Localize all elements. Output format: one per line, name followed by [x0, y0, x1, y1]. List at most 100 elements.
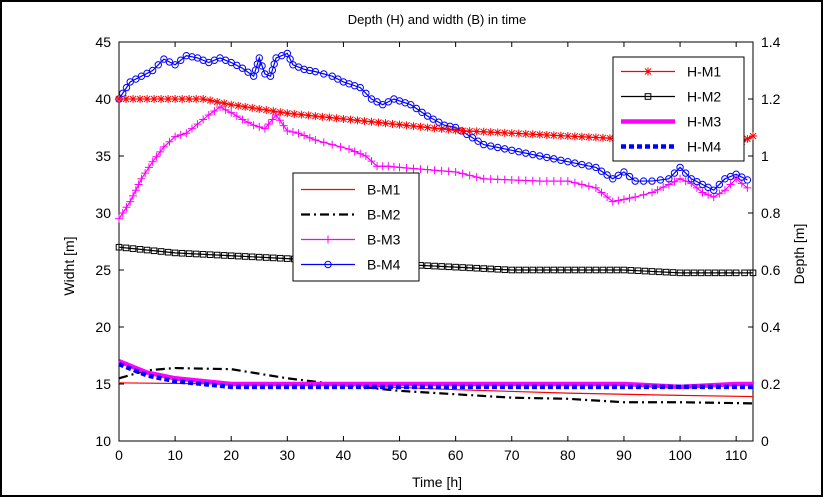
width-series-point-b-m3: [704, 190, 713, 199]
width-series-point-b-m3: [584, 182, 593, 191]
width-series-point-b-m3: [199, 115, 208, 124]
width-series-point-b-m3: [681, 177, 690, 186]
x-tick-label: 40: [336, 447, 352, 463]
y-right-tick-label: 0.6: [761, 262, 781, 278]
depth-series-point-h-m2: [164, 248, 172, 256]
depth-series-point-h-m2: [522, 266, 530, 274]
width-series-point-b-m3: [535, 177, 544, 186]
width-series-point-b-m4: [283, 49, 292, 58]
width-series-point-b-m3: [118, 209, 127, 217]
width-series-point-b-m4: [625, 172, 634, 181]
width-series-point-b-m4: [286, 55, 294, 63]
width-series-point-b-m4: [564, 158, 572, 166]
depth-series-point-h-m1: [409, 122, 418, 131]
width-series-point-b-m4: [238, 64, 247, 72]
x-axis-label: Time [h]: [412, 474, 462, 490]
legend-depths-label: H-M1: [687, 64, 721, 80]
legend-depths-label: H-M3: [687, 114, 721, 130]
depth-series-point-h-m2: [508, 266, 516, 274]
depth-series-point-h-m1: [451, 126, 460, 135]
width-series-point-b-m3: [356, 149, 365, 158]
depth-series-point-h-m2: [718, 269, 726, 277]
width-series-point-b-m3: [319, 138, 328, 147]
depth-series-point-h-m2: [269, 254, 277, 262]
depth-series-point-h-m1: [570, 132, 579, 141]
depth-series-point-h-m1: [423, 123, 432, 132]
depth-series-point-h-m2: [115, 243, 123, 251]
depth-series-point-h-m1: [374, 118, 383, 127]
width-series-point-b-m4: [550, 155, 558, 163]
width-series-point-b-m3: [625, 194, 634, 203]
width-series-point-b-m4: [165, 58, 174, 66]
width-series-point-b-m3: [115, 214, 123, 223]
depth-series-point-h-m1: [269, 107, 278, 116]
width-series-point-b-m3: [129, 191, 138, 200]
depth-series-point-h-m1: [479, 127, 488, 136]
width-series-point-b-m3: [141, 169, 150, 178]
width-series-point-b-m3: [204, 110, 213, 119]
width-series-point-b-m3: [465, 171, 474, 180]
width-series-point-b-m4: [508, 146, 516, 155]
width-series-point-b-m3: [210, 106, 219, 115]
width-series-point-b-m3: [402, 163, 411, 172]
width-series-point-b-m3: [423, 165, 432, 174]
depth-series-point-h-m1: [542, 130, 551, 139]
depth-series-point-h-m1: [472, 127, 481, 136]
depth-series-point-h-m1: [444, 125, 453, 134]
depth-series-point-h-m2: [157, 248, 165, 255]
depth-series-point-h-m2: [683, 269, 691, 277]
depth-series-point-h-m2: [592, 266, 600, 274]
x-tick-label: 100: [668, 447, 692, 463]
width-series-point-b-m3: [264, 120, 273, 129]
depth-series-point-h-m1: [255, 104, 264, 113]
depth-series-point-h-m2: [122, 244, 130, 252]
width-series-point-b-m3: [249, 121, 258, 130]
plot-area: 0 10 20 30 40 50 60 70 80 90 100 110101520253035404…: [95, 34, 780, 463]
width-series-point-b-m4: [536, 152, 544, 160]
width-series-line-b-m2: [118, 366, 754, 405]
width-series-point-b-m3: [137, 174, 146, 183]
width-series-point-b-m4: [585, 162, 593, 170]
depth-series-point-h-m1: [206, 96, 215, 105]
depth-series-point-h-m2: [459, 264, 466, 271]
depth-series-point-h-m2: [515, 266, 523, 274]
depth-series-point-h-m2: [452, 263, 459, 271]
y-right-tick-label: 1.2: [761, 91, 781, 107]
depth-series-point-h-m2: [284, 255, 291, 262]
depth-series-point-h-m2: [741, 269, 748, 277]
width-series-point-b-m3: [743, 183, 752, 192]
depth-series-point-h-m2: [704, 269, 712, 277]
width-series-point-b-m4: [479, 140, 488, 149]
width-series-point-b-m4: [255, 54, 263, 62]
x-tick-label: 60: [448, 447, 464, 463]
width-series-point-b-m4: [529, 150, 537, 159]
y-left-tick-label: 25: [95, 262, 111, 278]
width-series-point-b-m3: [176, 130, 185, 139]
width-series-point-b-m4: [715, 180, 724, 189]
depth-series-point-h-m1: [136, 95, 145, 103]
depth-series-point-h-m2: [199, 251, 207, 258]
depth-series-point-h-m1: [346, 115, 355, 124]
x-tick-label: 20: [223, 447, 239, 463]
depth-series-point-h-m2: [431, 262, 438, 270]
y-left-tick-label: 20: [95, 319, 111, 335]
width-series-point-b-m4: [620, 168, 628, 176]
width-series-point-b-m4: [681, 169, 690, 177]
width-series-point-b-m3: [300, 131, 309, 140]
width-series-point-b-m3: [709, 193, 718, 202]
depth-series-point-h-m2: [501, 266, 509, 273]
width-series-point-b-m4: [171, 61, 179, 69]
width-series-point-b-m3: [493, 175, 502, 184]
y-axis-right-label: Depth [m]: [791, 224, 807, 285]
depth-series-point-h-m2: [466, 264, 473, 272]
depth-series-point-h-m2: [487, 265, 495, 273]
width-series-point-b-m4: [609, 175, 617, 183]
width-series-point-b-m3: [720, 186, 729, 195]
legend-widths-label: B-M3: [367, 232, 401, 248]
depth-series-point-h-m1: [521, 129, 530, 138]
width-series-point-b-m4: [557, 156, 565, 164]
width-series-point-b-m3: [670, 177, 679, 186]
depth-series-point-h-m1: [290, 109, 299, 118]
depth-series-point-h-m1: [388, 119, 397, 128]
width-series-point-b-m3: [156, 147, 165, 156]
